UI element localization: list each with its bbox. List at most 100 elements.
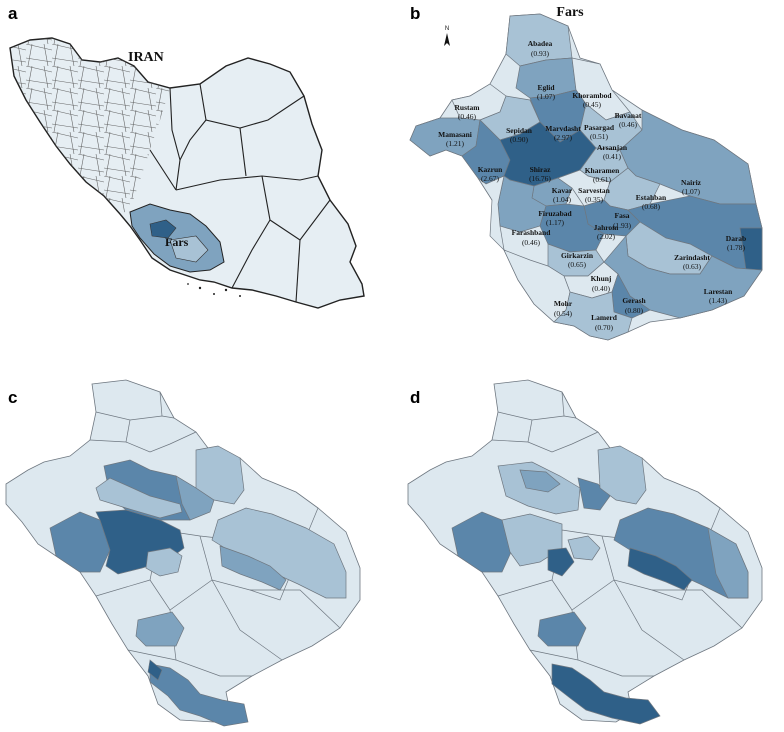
d-kavar xyxy=(547,547,575,577)
district-value: (0.70) xyxy=(595,323,614,332)
panel-letter-c: c xyxy=(8,388,18,407)
c-sarvestan xyxy=(145,547,183,577)
district-name: Kazrun xyxy=(478,165,503,174)
district-value: (1.17) xyxy=(546,218,565,227)
d-jahrom xyxy=(537,611,587,647)
district-value: (1.78) xyxy=(727,243,746,252)
district-name: Arsanjan xyxy=(597,143,628,152)
district-value: (0.54) xyxy=(554,309,573,318)
district-value: (1.07) xyxy=(537,92,556,101)
district-name: Bavanat xyxy=(615,111,642,120)
district-name: Mohr xyxy=(554,299,573,308)
north-arrow: N xyxy=(444,26,450,46)
region-larestan xyxy=(603,235,763,319)
district-value: (0.51) xyxy=(590,132,609,141)
district-name: Eglid xyxy=(537,83,555,92)
district-name: Estahban xyxy=(636,193,667,202)
iran-title: IRAN xyxy=(128,50,164,65)
svg-text:N: N xyxy=(445,26,449,32)
panel-letter-b: b xyxy=(410,4,421,23)
district-name: Fasa xyxy=(615,211,630,220)
district-value: (0.35) xyxy=(585,195,604,204)
district-value: (0.65) xyxy=(568,260,587,269)
district-value: (0.41) xyxy=(603,152,622,161)
region-farashband xyxy=(477,175,505,252)
gulf-islands xyxy=(187,283,241,297)
fars-shiraz xyxy=(149,219,177,239)
district-value: (2.67) xyxy=(481,174,500,183)
district-name: Kharamen xyxy=(585,166,620,175)
fars-map-d xyxy=(407,379,763,725)
district-name: Kavar xyxy=(552,186,573,195)
region-jahrom xyxy=(539,203,605,253)
district-value: (0.46) xyxy=(619,120,638,129)
district-name: Khorambod xyxy=(572,91,612,100)
district-value: (0.40) xyxy=(592,284,611,293)
d-mamasani-kazrun xyxy=(451,511,513,573)
fars-inner xyxy=(169,235,209,263)
district-name: Marvdasht xyxy=(545,124,581,133)
district-name: Rustam xyxy=(454,103,480,112)
district-name: Jahrom xyxy=(594,223,620,232)
district-name: Shiraz xyxy=(530,165,552,174)
district-value: (1.21) xyxy=(446,139,465,148)
district-value: (1.07) xyxy=(682,187,701,196)
c-upper-band xyxy=(95,477,183,519)
district-name: Nairiz xyxy=(681,178,702,187)
c-mohr-strip xyxy=(147,659,163,681)
district-name: Sarvestan xyxy=(578,186,610,195)
district-value: (0.63) xyxy=(683,262,702,271)
district-value: (2.97) xyxy=(554,133,573,142)
c-jahrom xyxy=(135,611,185,647)
d-lamerd-mohr xyxy=(551,663,661,725)
district-value: (1.43) xyxy=(709,296,728,305)
fars-label: Fars xyxy=(165,235,189,249)
panel-letter-d: d xyxy=(410,388,421,407)
iran-provinces-west xyxy=(10,38,170,214)
district-name: Farashband xyxy=(512,228,552,237)
iran-province-borders xyxy=(149,83,331,303)
district-value: (0.61) xyxy=(593,175,612,184)
district-name: Abadea xyxy=(528,39,553,48)
district-name: Lamerd xyxy=(591,313,618,322)
district-name: Girkarzin xyxy=(561,251,594,260)
d-marvdasht xyxy=(519,469,561,493)
d-pasargad xyxy=(577,477,611,511)
district-value: (0.45) xyxy=(583,100,602,109)
d-estahban xyxy=(627,547,693,591)
c-mamasani-kazrun xyxy=(49,511,111,573)
district-value: (1.93) xyxy=(613,221,632,230)
district-name: Firuzabad xyxy=(538,209,572,218)
district-name: Khunj xyxy=(591,274,612,283)
district-value: (16.76) xyxy=(529,174,551,183)
district-value: (0.68) xyxy=(642,202,661,211)
fars-map-b: Fars N Abadea (0.93) Eglid (1.07) Khoram… xyxy=(409,5,763,341)
district-value: (1.04) xyxy=(553,195,572,204)
region-lamerd xyxy=(553,291,633,341)
district-name: Darab xyxy=(726,234,746,243)
c-bavanat xyxy=(195,445,245,505)
d-sarvestan xyxy=(567,535,601,561)
district-value: (2.02) xyxy=(597,232,616,241)
fars-title: Fars xyxy=(556,5,584,20)
d-bavanat xyxy=(597,445,647,505)
district-name: Larestan xyxy=(704,287,733,296)
d-nairiz-east xyxy=(707,527,749,599)
district-name: Gerash xyxy=(622,296,646,305)
district-value: (0.46) xyxy=(522,238,541,247)
panel-letter-a: a xyxy=(8,4,18,23)
c-estahban xyxy=(219,545,287,591)
district-labels: Abadea (0.93) Eglid (1.07) Khorambod (0.… xyxy=(438,39,746,332)
district-value: (0.93) xyxy=(531,49,550,58)
district-value: (0.90) xyxy=(510,135,529,144)
district-name: Sepidan xyxy=(506,126,533,135)
district-name: Pasargad xyxy=(584,123,615,132)
iran-map: IRAN Fars xyxy=(9,37,365,309)
c-lamerd-mohr xyxy=(149,663,249,727)
district-value: (0.46) xyxy=(458,112,477,121)
district-value: (0.80) xyxy=(625,306,644,315)
fars-map-c xyxy=(5,379,361,727)
district-name: Zarindasht xyxy=(674,253,710,262)
district-name: Mamasani xyxy=(438,130,472,139)
